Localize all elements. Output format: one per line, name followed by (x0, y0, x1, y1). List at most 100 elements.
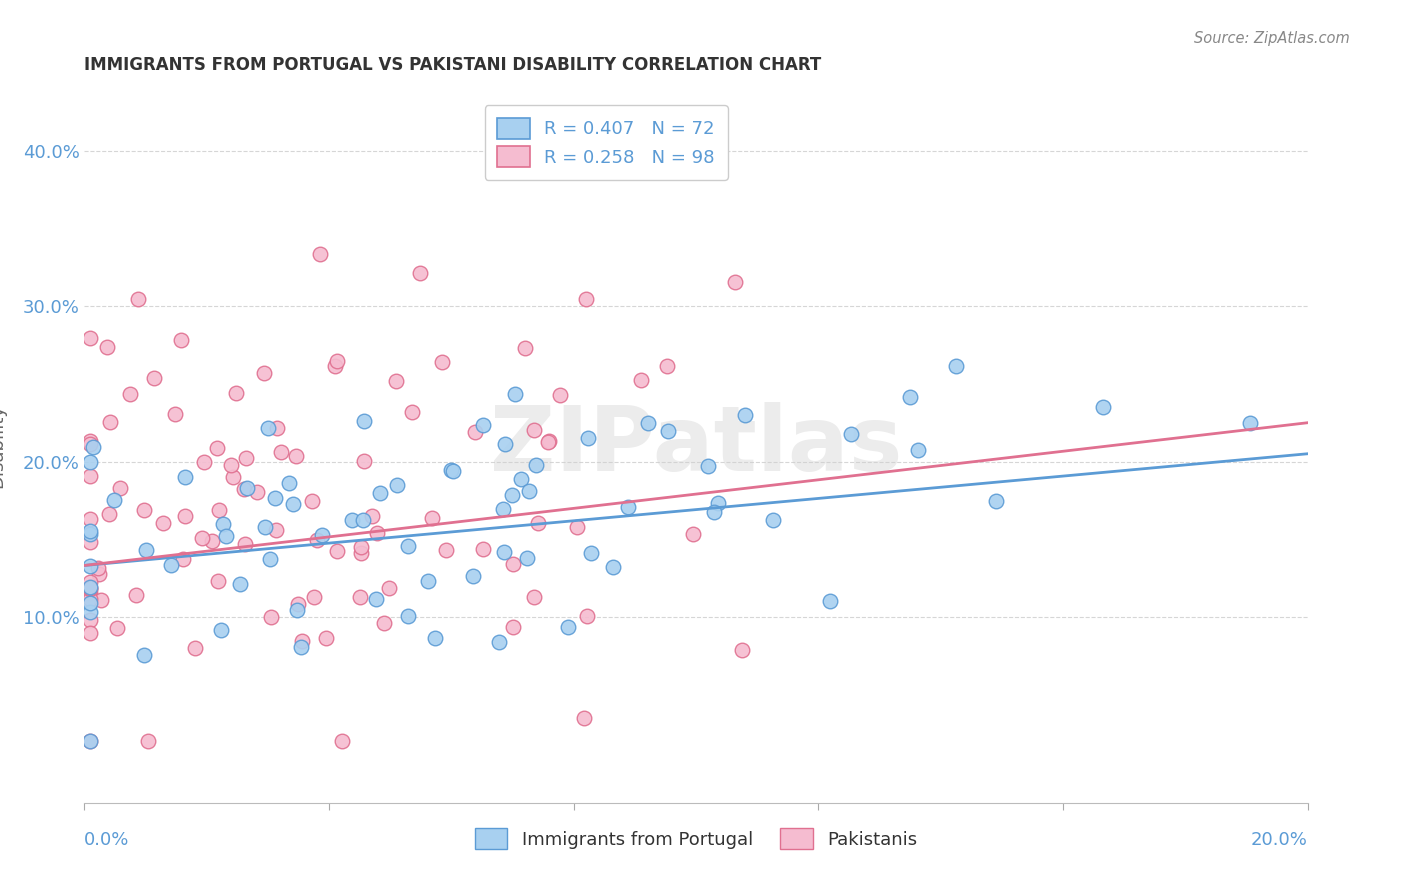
Point (253, 367, 276, 381)
Point (567, 520, 589, 534)
Point (1239, 416, 1261, 430)
Point (79, 575, 101, 590)
Point (97, 507, 120, 521)
Point (350, 541, 373, 555)
Point (127, 292, 149, 306)
Point (523, 590, 546, 604)
Point (617, 500, 640, 514)
Point (818, 594, 841, 608)
Point (302, 591, 325, 605)
Point (326, 543, 349, 558)
Point (285, 449, 308, 463)
Point (907, 442, 929, 457)
Point (441, 464, 464, 478)
Point (396, 608, 419, 623)
Point (264, 491, 287, 506)
Point (762, 513, 785, 527)
Text: IMMIGRANTS FROM PORTUGAL VS PAKISTANI DISABILITY CORRELATION CHART: IMMIGRANTS FROM PORTUGAL VS PAKISTANI DI… (84, 56, 821, 74)
Point (575, 608, 598, 623)
Point (434, 542, 457, 557)
Point (430, 355, 453, 369)
Point (309, 246, 332, 260)
Point (841, 427, 863, 442)
Point (401, 405, 423, 419)
Point (79, 585, 101, 599)
Point (87, 566, 110, 581)
Point (537, 435, 560, 450)
Point (174, 509, 197, 524)
Point (125, 588, 148, 602)
Point (259, 552, 281, 566)
Point (236, 481, 259, 495)
Point (464, 425, 486, 439)
Point (209, 623, 232, 637)
Text: ZIPatlas: ZIPatlas (489, 402, 903, 490)
Point (79, 582, 101, 596)
Point (724, 275, 747, 289)
Point (657, 359, 679, 373)
Point (79, 625, 101, 640)
Point (579, 546, 602, 560)
Point (527, 516, 550, 530)
Point (285, 603, 308, 617)
Point (222, 469, 245, 483)
Point (79, 455, 101, 469)
Point (264, 523, 287, 537)
Point (349, 590, 371, 604)
Point (471, 417, 494, 432)
Point (524, 458, 547, 473)
Point (510, 472, 533, 486)
Point (1092, 400, 1115, 414)
Point (461, 569, 484, 583)
Point (396, 539, 419, 553)
Point (79, 437, 101, 451)
Point (266, 421, 288, 435)
Point (307, 533, 329, 547)
Point (172, 551, 194, 566)
Point (219, 458, 242, 473)
Point (373, 615, 395, 630)
Point (423, 631, 446, 645)
Point (79, 469, 101, 483)
Point (523, 423, 546, 437)
Point (118, 387, 141, 401)
Point (193, 455, 215, 469)
Point (366, 526, 388, 541)
Point (79, 733, 101, 747)
Point (183, 641, 205, 656)
Point (79, 581, 101, 595)
Point (290, 640, 312, 655)
Point (637, 416, 659, 430)
Point (657, 425, 679, 439)
Point (682, 527, 704, 541)
Point (385, 478, 408, 492)
Text: 20.0%: 20.0% (1251, 830, 1308, 848)
Point (315, 632, 337, 646)
Point (232, 483, 254, 497)
Point (86, 561, 108, 575)
Point (291, 633, 314, 648)
Point (287, 597, 309, 611)
Point (898, 390, 921, 404)
Point (79, 580, 101, 594)
Point (235, 451, 257, 466)
Point (350, 545, 373, 559)
Point (190, 531, 212, 545)
Point (152, 516, 174, 531)
Point (135, 543, 157, 558)
Point (326, 354, 349, 368)
Point (169, 333, 191, 347)
Text: Source: ZipAtlas.com: Source: ZipAtlas.com (1194, 31, 1350, 46)
Point (494, 545, 516, 559)
Legend: Immigrants from Portugal, Pakistanis: Immigrants from Portugal, Pakistanis (465, 819, 927, 858)
Point (557, 620, 579, 634)
Point (259, 610, 281, 624)
Point (515, 341, 537, 355)
Point (492, 502, 515, 516)
Point (215, 529, 238, 543)
Point (132, 648, 155, 662)
Point (538, 434, 561, 449)
Point (472, 542, 495, 557)
Point (228, 577, 250, 591)
Point (173, 470, 195, 484)
